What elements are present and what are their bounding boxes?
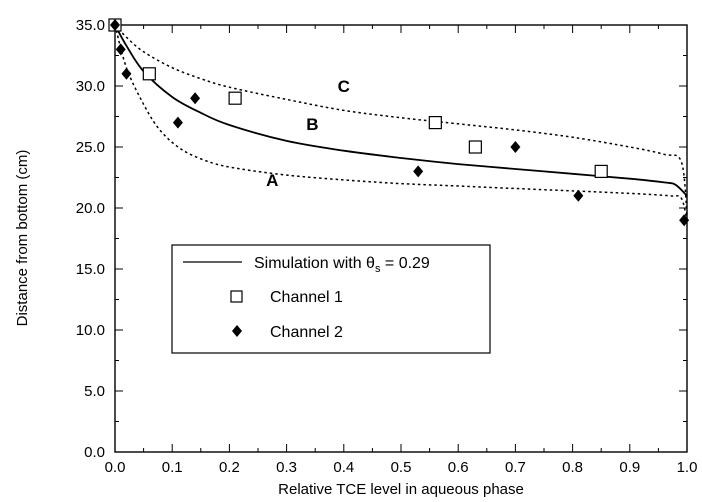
channel1-point <box>142 67 156 81</box>
legend-label-channel2: Channel 2 <box>270 324 343 341</box>
tick-labels: 0.0 0.1 0.2 0.3 0.4 0.5 0.6 0.7 0.8 0.9 1.0 0.0 5.0 1… <box>76 17 698 476</box>
legend-label-simulation: Simulation with θs = 0.29 <box>254 255 430 275</box>
plot-frame <box>114 24 688 453</box>
curve-label-b: B <box>306 115 318 134</box>
x-tick-label: 1.0 <box>677 459 698 476</box>
y-tick-label: 10.0 <box>76 322 105 339</box>
x-tick-label: 0.6 <box>448 459 469 476</box>
legend-label-channel1: Channel 1 <box>270 289 343 306</box>
channel2-point <box>121 67 132 80</box>
channel2-point <box>115 43 126 56</box>
x-axis-title: Relative TCE level in aqueous phase <box>278 481 524 498</box>
channel2-point <box>190 92 201 105</box>
data-points <box>108 18 690 227</box>
x-tick-label: 0.5 <box>391 459 412 476</box>
x-tick-label: 0.8 <box>562 459 583 476</box>
legend-marker-channel2 <box>232 325 242 337</box>
curve-labels: A B C <box>266 77 350 190</box>
curve-b <box>114 24 688 197</box>
channel2-point <box>172 116 183 129</box>
y-tick-label: 20.0 <box>76 200 105 217</box>
x-tick-label: 0.4 <box>333 459 354 476</box>
y-tick-label: 25.0 <box>76 139 105 156</box>
channel2-point <box>110 19 120 31</box>
x-tick-label: 0.1 <box>162 459 183 476</box>
legend: Simulation with θs = 0.29 Channel 1 Chan… <box>171 244 491 354</box>
legend-box <box>171 244 491 354</box>
curve-label-a: A <box>266 171 278 190</box>
channel1-point <box>428 115 442 130</box>
channel1-point <box>228 91 242 105</box>
x-tick-label: 0.0 <box>105 459 126 476</box>
channel2-point <box>679 214 690 227</box>
curve-a <box>114 24 688 221</box>
y-tick-label: 15.0 <box>76 261 105 278</box>
curve-c <box>114 24 688 215</box>
y-tick-label: 5.0 <box>84 383 105 400</box>
legend-marker-channel1 <box>230 290 243 303</box>
y-tick-label: 35.0 <box>76 17 105 34</box>
channel2-point <box>510 141 521 153</box>
x-tick-label: 0.3 <box>276 459 297 476</box>
simulation-curves <box>114 24 688 221</box>
curve-label-c: C <box>338 77 350 96</box>
x-tick-label: 0.2 <box>219 459 240 476</box>
x-tick-label: 0.7 <box>505 459 526 476</box>
y-tick-label: 0.0 <box>84 444 105 461</box>
channel2-point <box>573 189 584 202</box>
channel1-point <box>594 164 608 178</box>
y-axis-title: Distance from bottom (cm) <box>14 150 31 327</box>
y-tick-label: 30.0 <box>76 78 105 95</box>
channel2-point <box>413 165 424 178</box>
axis-ticks <box>114 24 688 453</box>
x-tick-label: 0.9 <box>619 459 640 476</box>
channel1-point <box>468 140 482 154</box>
